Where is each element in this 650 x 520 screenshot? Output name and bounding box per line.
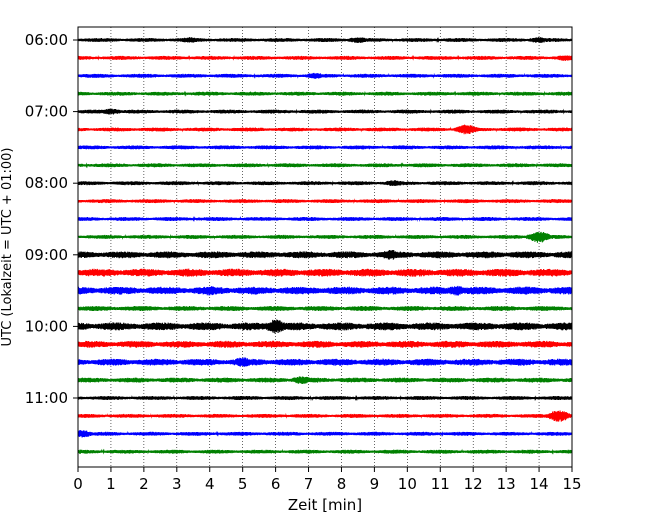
trace-1100	[77, 395, 573, 401]
plot-frame	[77, 26, 573, 468]
x-tick-label: 2	[139, 475, 149, 493]
x-tick-label: 5	[238, 475, 248, 493]
x-tick-label: 11	[431, 475, 450, 493]
y-axis-ticks: 06:00 07:00 08:00 09:00 10:00 11:00	[25, 31, 78, 407]
trace-0700	[77, 108, 573, 115]
x-tick-label: 9	[370, 475, 380, 493]
x-tick-label: 10	[398, 475, 417, 493]
trace-0945	[77, 305, 573, 312]
trace-1045	[77, 376, 573, 384]
y-axis-label: UTC (Lokalzeit = UTC + 01:00)	[0, 148, 15, 347]
x-tick-label: 14	[530, 475, 549, 493]
trace-0845	[77, 231, 573, 243]
trace-0900	[77, 250, 573, 260]
x-tick-label: 13	[497, 475, 516, 493]
trace-0800	[77, 180, 573, 187]
y-tick-label: 09:00	[25, 246, 68, 264]
x-tick-label: 12	[464, 475, 483, 493]
x-tick-label: 15	[562, 475, 581, 493]
seismic-traces	[77, 37, 573, 455]
trace-1015	[77, 340, 573, 348]
trace-0745	[77, 162, 573, 169]
x-tick-label: 6	[271, 475, 281, 493]
trace-0715	[77, 124, 573, 135]
trace-1000	[77, 319, 573, 334]
trace-0930	[77, 285, 573, 296]
x-tick-label: 7	[304, 475, 314, 493]
y-tick-label: 08:00	[25, 174, 68, 192]
trace-1115	[77, 410, 573, 422]
y-tick-label: 11:00	[25, 389, 68, 407]
trace-0630	[77, 72, 573, 79]
trace-1130	[77, 429, 573, 438]
x-tick-label: 4	[205, 475, 215, 493]
trace-0830	[77, 216, 573, 222]
x-axis-ticks: 0 1 2 3 4 5 6 7 8 9 10 11 12 13 14 15	[73, 467, 582, 493]
trace-0815	[77, 198, 573, 205]
trace-0615	[77, 54, 573, 61]
trace-1030	[77, 357, 573, 367]
trace-0730	[77, 144, 573, 151]
x-axis-label: Zeit [min]	[288, 496, 362, 514]
y-tick-label: 06:00	[25, 31, 68, 49]
trace-0915	[77, 268, 573, 277]
x-tick-label: 3	[172, 475, 182, 493]
y-tick-label: 07:00	[25, 103, 68, 121]
trace-0600	[77, 37, 573, 43]
trace-0645	[77, 90, 573, 97]
x-tick-label: 0	[73, 475, 83, 493]
trace-1145	[77, 448, 573, 455]
x-tick-label: 8	[337, 475, 347, 493]
x-grid-lines	[110, 27, 540, 467]
y-tick-label: 10:00	[25, 317, 68, 335]
x-tick-label: 1	[106, 475, 116, 493]
